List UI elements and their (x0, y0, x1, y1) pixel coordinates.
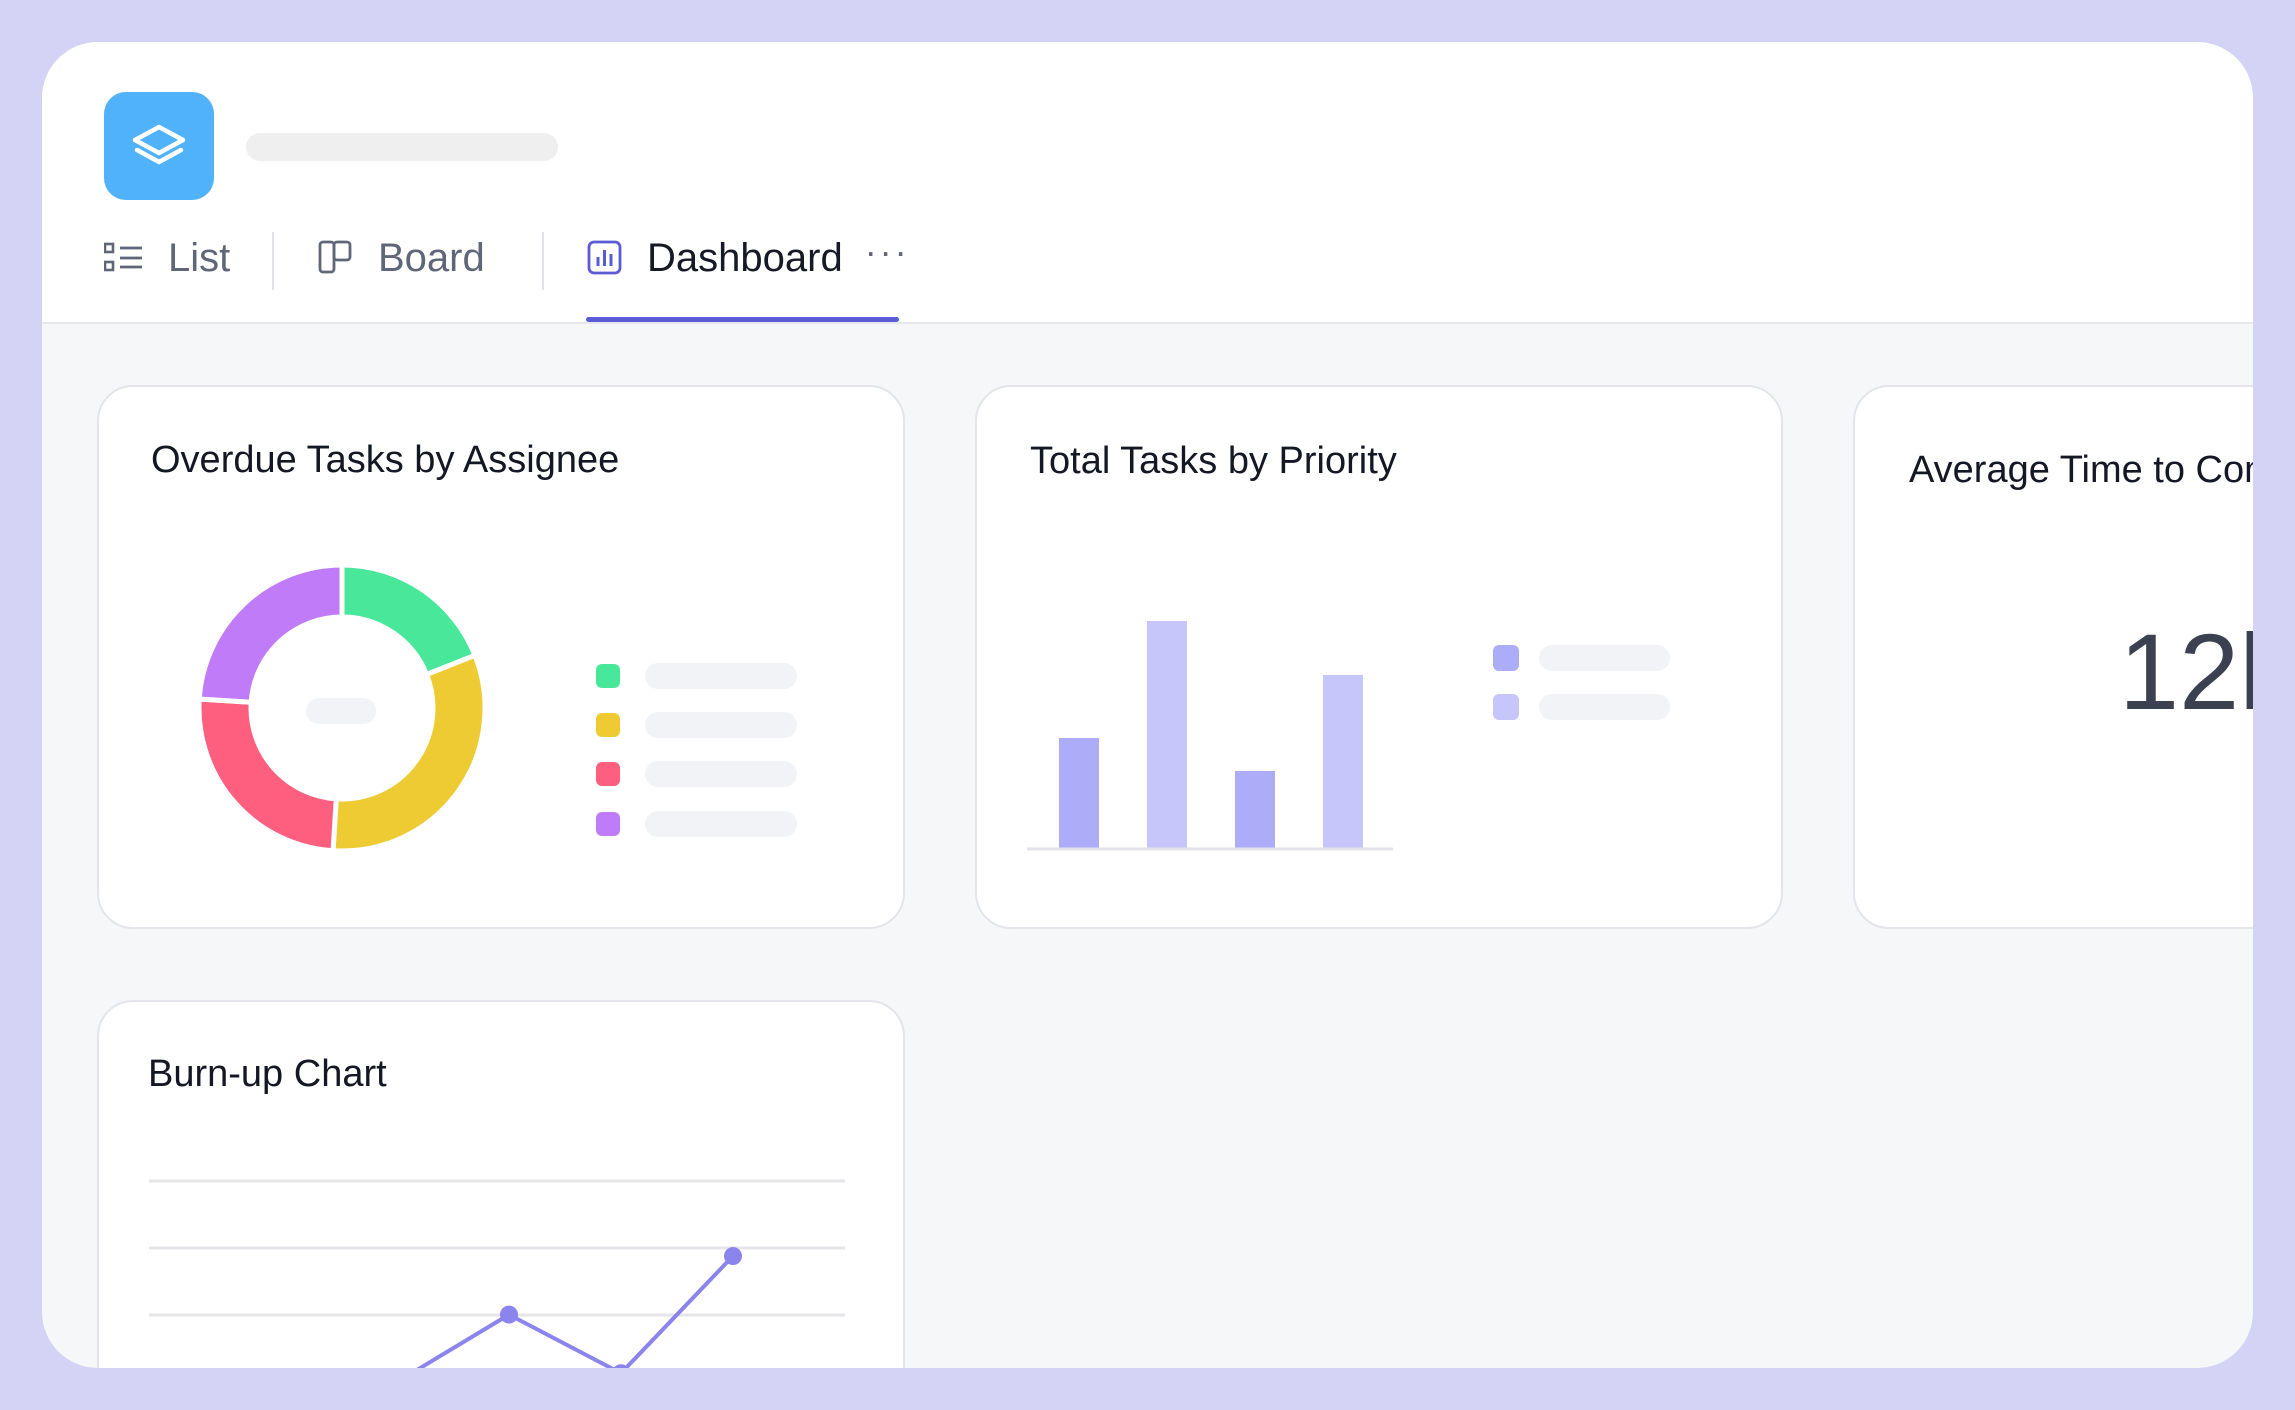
donut-slice (197, 563, 345, 705)
overdue-tasks-card[interactable]: Overdue Tasks by Assignee (97, 385, 905, 929)
layers-icon (132, 124, 186, 165)
average-time-value: 12h (2119, 611, 2253, 732)
bar-chart (1027, 621, 1393, 851)
bar (1147, 621, 1187, 849)
burn-up-chart-card[interactable]: Burn-up Chart (97, 1000, 905, 1368)
legend-swatch (596, 713, 620, 737)
donut-slice (339, 563, 479, 678)
legend-swatch (596, 762, 620, 786)
legend-swatch (1493, 645, 1519, 671)
bar (1235, 771, 1275, 849)
legend-label-placeholder (645, 712, 797, 738)
tab-divider (272, 232, 274, 290)
tab-list[interactable]: List (104, 232, 230, 284)
card-title: Burn-up Chart (148, 1053, 387, 1095)
more-options-button[interactable]: ··· (864, 231, 910, 272)
tab-dashboard-label: Dashboard (647, 235, 843, 280)
board-icon (318, 240, 354, 276)
tab-dashboard[interactable]: Dashboard ··· (587, 231, 910, 284)
line-chart (149, 1179, 845, 1368)
legend-swatch (1493, 694, 1519, 720)
legend-swatch (596, 812, 620, 836)
tab-list-label: List (168, 235, 231, 280)
chart-icon (587, 240, 623, 276)
project-title-placeholder (246, 133, 558, 161)
legend-label-placeholder (645, 761, 797, 787)
app-icon[interactable] (104, 92, 214, 200)
legend-label-placeholder (645, 811, 797, 837)
donut-chart (197, 563, 487, 853)
tasks-by-priority-card[interactable]: Total Tasks by Priority (975, 385, 1783, 929)
card-title: Overdue Tasks by Assignee (151, 439, 620, 481)
legend-label-placeholder (1539, 645, 1670, 671)
tab-board[interactable]: Board (318, 232, 485, 284)
app-window: List Board Dashboard (42, 42, 2253, 1368)
card-title: Total Tasks by Priority (1030, 440, 1397, 482)
donut-center-placeholder (306, 698, 376, 724)
active-tab-indicator (586, 317, 899, 322)
donut-slice (197, 696, 339, 853)
header: List Board Dashboard (42, 42, 2253, 324)
legend-label-placeholder (645, 663, 797, 689)
legend-label-placeholder (1539, 694, 1670, 720)
card-title: Average Time to Complete (1909, 449, 2253, 491)
tab-board-label: Board (378, 235, 485, 280)
tab-divider (542, 232, 544, 290)
legend-swatch (596, 664, 620, 688)
bar (1323, 675, 1363, 849)
series-line (416, 1254, 735, 1368)
average-time-card[interactable]: Average Time to Complete 12h (1853, 385, 2253, 929)
bar (1059, 738, 1099, 849)
list-icon (104, 242, 144, 274)
data-point (500, 1305, 518, 1324)
data-point (613, 1364, 629, 1368)
data-point (724, 1247, 742, 1266)
donut-slice (330, 652, 487, 853)
